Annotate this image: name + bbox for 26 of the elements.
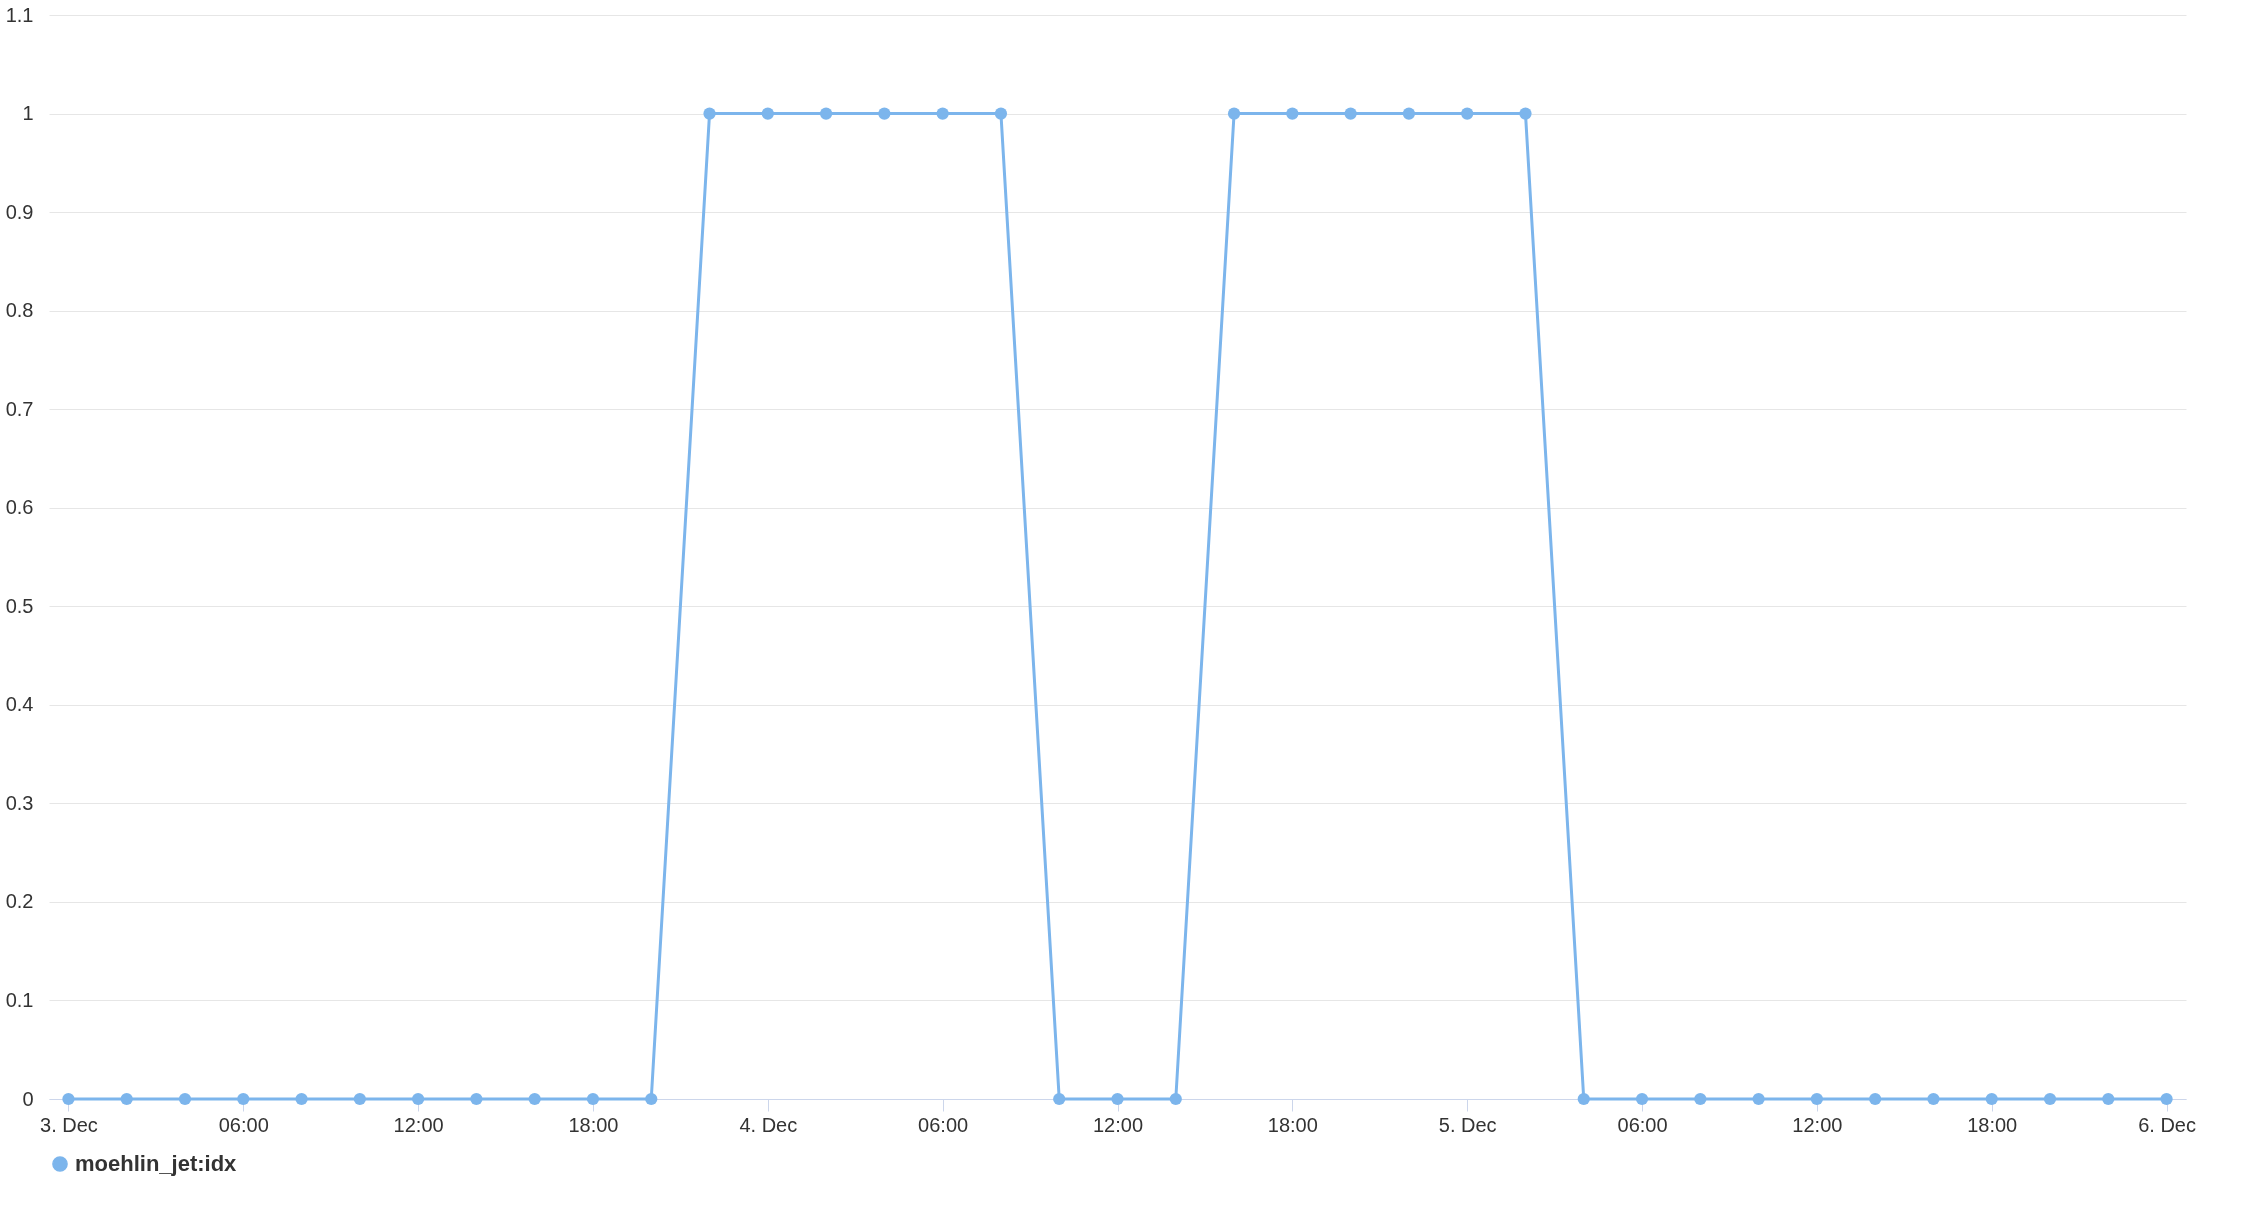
y-tick-label: 0.6 xyxy=(5,496,34,519)
x-tick-label: 4. Dec xyxy=(739,1113,798,1136)
legend-label: moehlin_jet:idx xyxy=(75,1151,238,1176)
y-tick-label: 1.1 xyxy=(5,3,34,26)
x-tick-label: 12:00 xyxy=(1792,1113,1843,1136)
x-tick-label: 5. Dec xyxy=(1438,1113,1497,1136)
x-tick-label: 06:00 xyxy=(218,1113,269,1136)
y-tick-label: 0.4 xyxy=(5,693,34,716)
y-tick-label: 0.2 xyxy=(5,890,34,913)
x-tick-label: 3. Dec xyxy=(40,1113,98,1136)
x-tick-label: 12:00 xyxy=(1092,1113,1144,1136)
y-tick-label: 0.9 xyxy=(5,200,34,223)
x-tick-label: 18:00 xyxy=(1267,1113,1318,1136)
x-tick-label: 06:00 xyxy=(918,1113,969,1136)
x-tick-label: 06:00 xyxy=(1617,1113,1668,1136)
y-tick-label: 0.7 xyxy=(5,397,34,420)
y-tick-label: 0.5 xyxy=(5,594,34,617)
x-tick-label: 12:00 xyxy=(393,1113,444,1136)
x-tick-label: 18:00 xyxy=(1967,1113,2018,1136)
y-tick-label: 0.1 xyxy=(5,988,34,1011)
y-tick-label: 0.3 xyxy=(5,791,34,814)
x-tick-label: 18:00 xyxy=(568,1113,619,1136)
y-tick-label: 0.8 xyxy=(5,299,34,322)
y-tick-label: 0 xyxy=(22,1087,34,1110)
x-tick-label: 6. Dec xyxy=(2138,1113,2196,1136)
y-tick-label: 1 xyxy=(22,102,34,125)
